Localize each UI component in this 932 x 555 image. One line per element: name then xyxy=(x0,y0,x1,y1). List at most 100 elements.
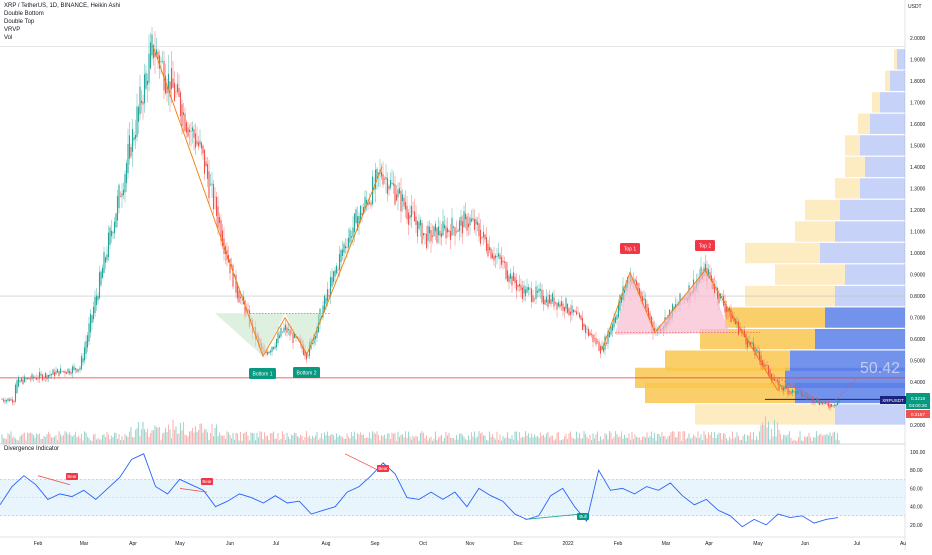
candle-body xyxy=(743,330,746,338)
volume-bar xyxy=(271,433,273,444)
candle-body xyxy=(178,87,180,97)
volume-bar xyxy=(137,422,140,444)
candle-body xyxy=(58,370,60,377)
volume-bar xyxy=(190,431,192,444)
volume-bar xyxy=(296,436,299,444)
candle-body xyxy=(131,129,134,152)
candle-body xyxy=(475,219,477,225)
candle-body xyxy=(335,265,338,274)
volume-bar xyxy=(739,439,741,444)
volume-bar xyxy=(38,433,41,444)
candle-body xyxy=(713,283,716,294)
volume-bar xyxy=(29,432,32,444)
volume-bar xyxy=(346,433,348,444)
candle-body xyxy=(296,336,299,338)
time-tick-label: May xyxy=(753,541,763,547)
candle-body xyxy=(401,194,404,202)
volume-bar xyxy=(179,423,182,444)
volume-profile-down-bar xyxy=(820,242,905,264)
candle-body xyxy=(544,300,546,305)
volume-bar xyxy=(791,440,794,444)
volume-bar xyxy=(523,437,525,444)
volume-bar xyxy=(115,432,117,444)
indicator-volume[interactable]: Vol xyxy=(4,35,13,41)
volume-bar xyxy=(199,423,201,444)
volume-bar xyxy=(445,431,447,444)
volume-bar xyxy=(818,434,821,444)
candle-body xyxy=(95,295,98,306)
volume-bar xyxy=(326,431,329,444)
candle-body xyxy=(289,329,291,336)
candle-body xyxy=(118,184,120,209)
osc-line xyxy=(0,453,839,528)
candle-body xyxy=(577,313,579,314)
volume-bar xyxy=(145,431,147,444)
top-2-label: Top 2 xyxy=(699,244,711,250)
volume-bar xyxy=(728,436,731,444)
volume-bar xyxy=(337,436,339,444)
volume-bar xyxy=(352,436,354,444)
volume-bar xyxy=(121,436,123,444)
volume-bar xyxy=(214,427,216,444)
volume-bar xyxy=(595,434,597,444)
candle-body xyxy=(526,287,528,293)
indicator-double-top[interactable]: Double Top xyxy=(4,19,35,25)
volume-bar xyxy=(652,438,654,444)
volume-bar xyxy=(625,437,627,444)
candle-body xyxy=(496,256,498,257)
indicator-double-bottom[interactable]: Double Bottom xyxy=(4,11,44,17)
candle-body xyxy=(731,315,734,319)
volume-bar xyxy=(356,433,359,444)
volume-bar xyxy=(71,436,74,444)
candle-body xyxy=(200,142,203,149)
candle-body xyxy=(94,297,96,314)
volume-bar xyxy=(322,439,324,444)
candle-body xyxy=(148,53,150,83)
candle-body xyxy=(176,83,179,93)
volume-profile-up-bar xyxy=(725,307,825,328)
candle-body xyxy=(182,112,185,116)
volume-bar xyxy=(425,435,428,444)
candle-body xyxy=(41,374,44,381)
symbol-title[interactable]: XRP / TetherUS, 1D, BINANCE, Heikin Ashi xyxy=(4,3,121,9)
volume-bar xyxy=(374,433,377,444)
volume-bar xyxy=(232,432,234,444)
candle-body xyxy=(536,291,539,293)
volume-bar xyxy=(401,434,404,444)
candle-body xyxy=(427,225,429,241)
volume-bar xyxy=(752,432,755,444)
volume-bar xyxy=(541,435,543,444)
volume-bar xyxy=(65,432,68,444)
candle-body xyxy=(191,127,194,132)
volume-bar xyxy=(703,431,705,444)
volume-bar xyxy=(749,432,752,444)
candle-body xyxy=(580,315,582,321)
candle-body xyxy=(304,349,306,357)
candle-body xyxy=(737,321,740,335)
indicator-vrvp[interactable]: VRVP xyxy=(4,27,21,33)
candle-body xyxy=(28,378,30,380)
candle-body xyxy=(554,302,557,304)
volume-bar xyxy=(607,439,609,444)
candle-body xyxy=(220,220,222,241)
volume-bar xyxy=(140,429,143,444)
candle-body xyxy=(343,243,345,253)
volume-bar xyxy=(605,434,608,444)
volume-bar xyxy=(112,437,114,444)
divergence-indicator-title[interactable]: Divergence Indicator xyxy=(4,446,60,452)
candle-body xyxy=(802,394,804,397)
volume-bar xyxy=(629,439,632,444)
volume-bar xyxy=(268,440,270,444)
candle-body xyxy=(235,275,237,293)
candle-body xyxy=(644,299,647,309)
volume-bar xyxy=(392,433,395,444)
candle-body xyxy=(493,255,495,261)
candle-body xyxy=(674,303,677,309)
candle-body xyxy=(53,372,56,377)
candle-body xyxy=(388,186,390,190)
volume-bar xyxy=(44,436,47,444)
volume-bar xyxy=(350,431,353,444)
volume-bar xyxy=(77,435,80,444)
